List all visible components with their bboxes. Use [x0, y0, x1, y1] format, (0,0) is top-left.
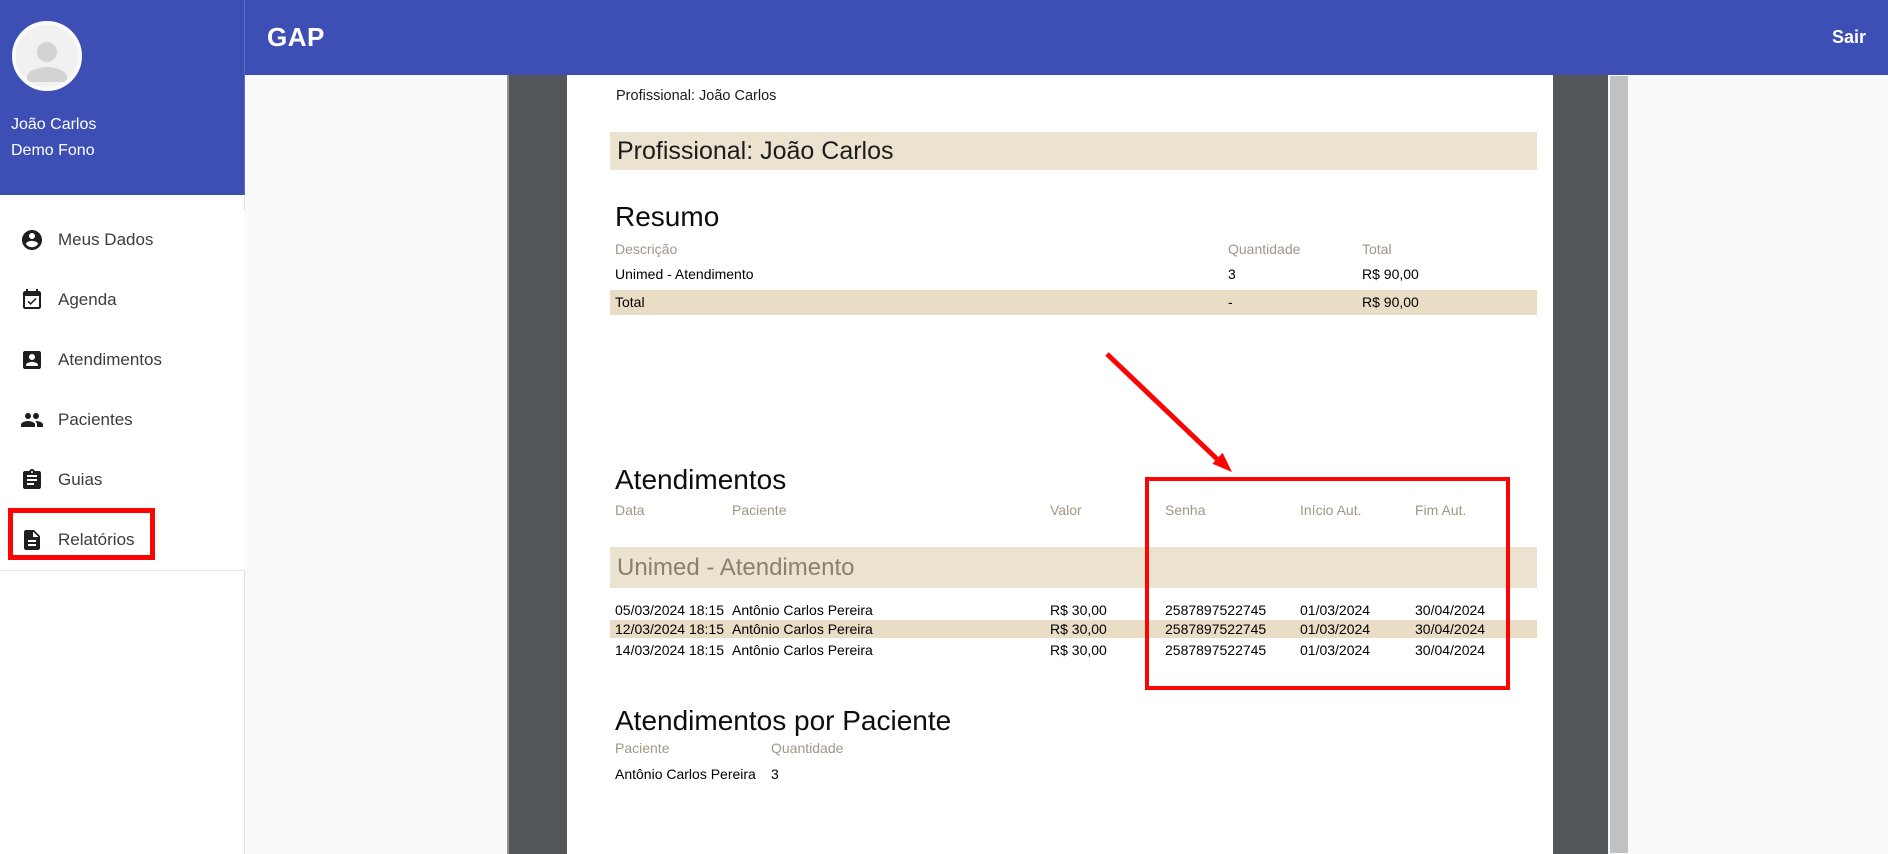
- sidebar-item-relatorios[interactable]: Relatórios: [0, 510, 245, 570]
- column-header: Total: [1362, 241, 1392, 257]
- app-title: GAP: [267, 22, 325, 52]
- table-cell: Unimed - Atendimento: [615, 266, 754, 282]
- table-row: 14/03/2024 18:15 Antônio Carlos Pereira …: [610, 641, 1537, 659]
- annotation-highlight-relatorios: [8, 508, 155, 560]
- sidebar-item-label: Agenda: [58, 290, 117, 309]
- sidebar-item-meus-dados[interactable]: Meus Dados: [0, 210, 245, 270]
- section-heading-atendimentos: Atendimentos: [615, 464, 787, 495]
- table-cell: 3: [1228, 266, 1236, 282]
- sidebar-item-label: Atendimentos: [58, 350, 162, 369]
- person-icon: [27, 42, 67, 82]
- sidebar-divider: [0, 570, 245, 571]
- table-cell: 2587897522745: [1165, 602, 1267, 618]
- column-header: Data: [615, 502, 645, 518]
- people-icon: [21, 413, 43, 427]
- section-heading-por-paciente: Atendimentos por Paciente: [615, 705, 952, 736]
- column-header: Início Aut.: [1300, 502, 1362, 518]
- table-cell: R$ 90,00: [1362, 294, 1419, 310]
- report-title-bar: Profissional: João Carlos: [610, 132, 1537, 170]
- sidebar-item-guias[interactable]: Guias: [0, 450, 245, 510]
- table-cell: 30/04/2024: [1415, 602, 1486, 618]
- column-header: Quantidade: [771, 740, 844, 756]
- report-title: Profissional: João Carlos: [617, 137, 894, 165]
- table-cell: -: [1228, 294, 1233, 310]
- total-row: Total - R$ 90,00: [610, 290, 1537, 315]
- table-cell: R$ 30,00: [1050, 642, 1107, 658]
- table-cell: 12/03/2024 18:15: [615, 621, 724, 637]
- avatar: [12, 21, 82, 91]
- calendar-check-icon: [23, 289, 41, 309]
- table-cell: Total: [615, 294, 645, 310]
- table-cell: Antônio Carlos Pereira: [732, 642, 873, 658]
- table-cell: R$ 30,00: [1050, 602, 1107, 618]
- clipboard-icon: [23, 469, 41, 489]
- pdf-viewer: Profissional: João Carlos Profissional: …: [507, 75, 1608, 854]
- sidebar-user-panel: João Carlos Demo Fono: [0, 0, 245, 195]
- table-cell: 30/04/2024: [1415, 621, 1486, 637]
- table-cell: 2587897522745: [1165, 642, 1267, 658]
- table-cell: 14/03/2024 18:15: [615, 642, 724, 658]
- table-cell: Antônio Carlos Pereira: [732, 602, 873, 618]
- table-cell: 01/03/2024: [1300, 642, 1371, 658]
- document-icon: [24, 530, 40, 550]
- table-cell: 05/03/2024 18:15: [615, 602, 724, 618]
- column-header: Senha: [1165, 502, 1206, 518]
- column-header: Paciente: [732, 502, 787, 518]
- table-cell: 01/03/2024: [1300, 621, 1371, 637]
- user-role: Demo Fono: [11, 142, 95, 159]
- column-header: Valor: [1050, 502, 1082, 518]
- table-cell: 2587897522745: [1165, 621, 1267, 637]
- sidebar-item-agenda[interactable]: Agenda: [0, 270, 245, 330]
- column-header: Quantidade: [1228, 241, 1301, 257]
- annotation-highlight-box: [1145, 477, 1510, 690]
- viewer-scrollbar[interactable]: [1608, 75, 1631, 854]
- column-header: Descrição: [615, 241, 678, 257]
- sidebar-item-label: Guias: [58, 470, 103, 489]
- group-header-row: Unimed - Atendimento: [610, 547, 1537, 588]
- table-cell: Antônio Carlos Pereira: [732, 621, 873, 637]
- table-cell: Antônio Carlos Pereira: [615, 766, 756, 782]
- report-meta-line: Profissional: João Carlos: [616, 88, 777, 104]
- section-heading-resumo: Resumo: [615, 201, 720, 232]
- column-header: Fim Aut.: [1415, 502, 1467, 518]
- sidebar-item-pacientes[interactable]: Pacientes: [0, 390, 245, 450]
- table-cell: R$ 30,00: [1050, 621, 1107, 637]
- table-cell: R$ 90,00: [1362, 266, 1419, 282]
- column-header: Paciente: [615, 740, 670, 756]
- top-bar: GAP Sair: [0, 0, 1888, 75]
- table-cell: 30/04/2024: [1415, 642, 1486, 658]
- table-row: 12/03/2024 18:15 Antônio Carlos Pereira …: [610, 620, 1537, 638]
- account-circle-icon: [22, 230, 42, 250]
- sidebar-item-atendimentos[interactable]: Atendimentos: [0, 330, 245, 390]
- account-box-icon: [23, 351, 41, 369]
- sidebar: João Carlos Demo Fono Meus Dados Agenda …: [0, 0, 245, 854]
- sidebar-item-label: Pacientes: [58, 410, 133, 429]
- table-cell: 3: [771, 766, 779, 782]
- report-page: Profissional: João Carlos Profissional: …: [567, 75, 1553, 854]
- scrollbar-thumb[interactable]: [1610, 76, 1628, 853]
- sidebar-item-label: Relatórios: [58, 530, 135, 549]
- group-header-label: Unimed - Atendimento: [617, 554, 855, 581]
- user-name: João Carlos: [11, 116, 97, 133]
- table-cell: 01/03/2024: [1300, 602, 1371, 618]
- logout-button[interactable]: Sair: [1831, 27, 1866, 47]
- sidebar-item-label: Meus Dados: [58, 230, 154, 249]
- table-row: 05/03/2024 18:15 Antônio Carlos Pereira …: [610, 601, 1537, 619]
